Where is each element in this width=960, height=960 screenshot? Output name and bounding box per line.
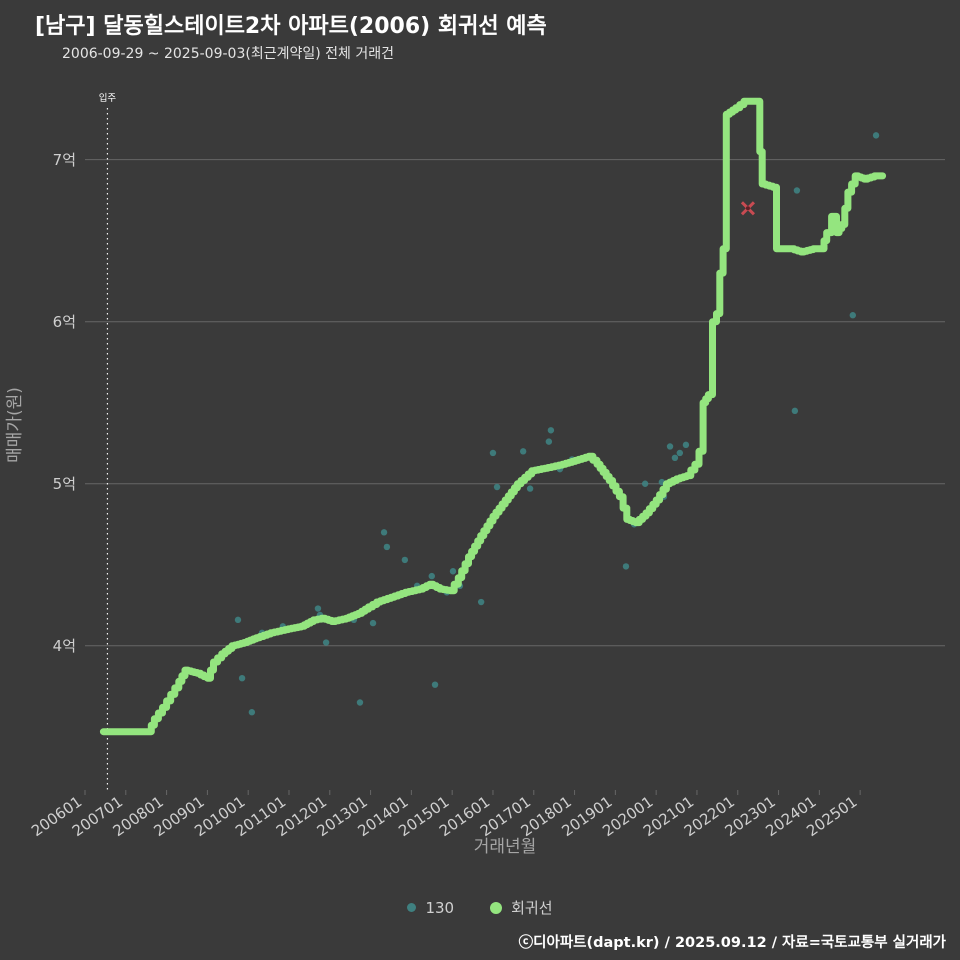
- legend-label-scatter: 130: [425, 898, 455, 917]
- scatter-point[interactable]: [671, 454, 679, 462]
- scatter-point[interactable]: [547, 427, 555, 434]
- scatter-point[interactable]: [356, 699, 364, 706]
- y-tick-label: 5억: [53, 475, 76, 493]
- outlier-marker[interactable]: [740, 201, 756, 216]
- scatter-point[interactable]: [793, 187, 801, 194]
- scatter-point[interactable]: [519, 448, 527, 455]
- scatter-point[interactable]: [872, 132, 880, 139]
- scatter-point[interactable]: [666, 443, 674, 450]
- scatter-point[interactable]: [641, 480, 649, 487]
- scatter-point[interactable]: [622, 563, 630, 570]
- y-axis-title: 매매가(원): [5, 387, 25, 463]
- scatter-point[interactable]: [489, 449, 497, 457]
- scatter-point[interactable]: [526, 485, 534, 492]
- scatter-point[interactable]: [369, 619, 377, 627]
- move-in-annotation: 입주: [99, 92, 117, 790]
- scatter-point[interactable]: [238, 674, 246, 682]
- y-tick-label: 4억: [53, 637, 76, 655]
- move-in-label: 입주: [99, 92, 117, 104]
- scatter-point[interactable]: [791, 407, 799, 415]
- chart-subtitle: 2006-09-29 ~ 2025-09-03(최근계약일) 전체 거래건: [62, 46, 394, 62]
- legend: 130 회귀선: [0, 897, 960, 918]
- legend-marker-scatter-icon: [407, 903, 417, 912]
- scatter-point[interactable]: [234, 616, 242, 624]
- x-axis-title: 거래년월: [474, 837, 537, 857]
- scatter-point[interactable]: [676, 449, 684, 457]
- regression-line[interactable]: [99, 97, 887, 736]
- y-tick-label: 7억: [53, 151, 76, 169]
- scatter-point[interactable]: [401, 556, 409, 564]
- scatter-point[interactable]: [849, 312, 856, 319]
- legend-item-regression[interactable]: 회귀선: [490, 897, 553, 918]
- scatter-point[interactable]: [314, 605, 322, 612]
- scatter-point[interactable]: [682, 441, 690, 449]
- scatter-point[interactable]: [380, 529, 388, 536]
- scatter-point[interactable]: [477, 598, 485, 606]
- x-axis-ticks: 2006012007012008012009012010012011012012…: [28, 790, 861, 840]
- scatter-point[interactable]: [322, 639, 330, 646]
- gridlines: 4억 5억 6억 7억: [53, 151, 945, 655]
- y-tick-label: 6억: [53, 313, 76, 331]
- legend-item-scatter[interactable]: 130: [407, 899, 454, 917]
- scatter-point[interactable]: [248, 709, 256, 716]
- scatter-point[interactable]: [428, 572, 435, 580]
- legend-label-regression: 회귀선: [511, 899, 553, 917]
- scatter-point[interactable]: [431, 681, 439, 688]
- scatter-series: [234, 132, 880, 716]
- page-title: [남구] 달동힐스테이트2차 아파트(2006) 회귀선 예측: [35, 14, 547, 39]
- scatter-point[interactable]: [545, 438, 553, 445]
- scatter-point[interactable]: [449, 568, 457, 575]
- scatter-point[interactable]: [383, 543, 391, 551]
- footer-credit: ⓒ디아파트(dapt.kr) / 2025.09.12 / 자료=국토교통부 실…: [518, 935, 946, 951]
- legend-marker-regression-icon: [490, 901, 503, 914]
- scatter-point[interactable]: [493, 483, 501, 491]
